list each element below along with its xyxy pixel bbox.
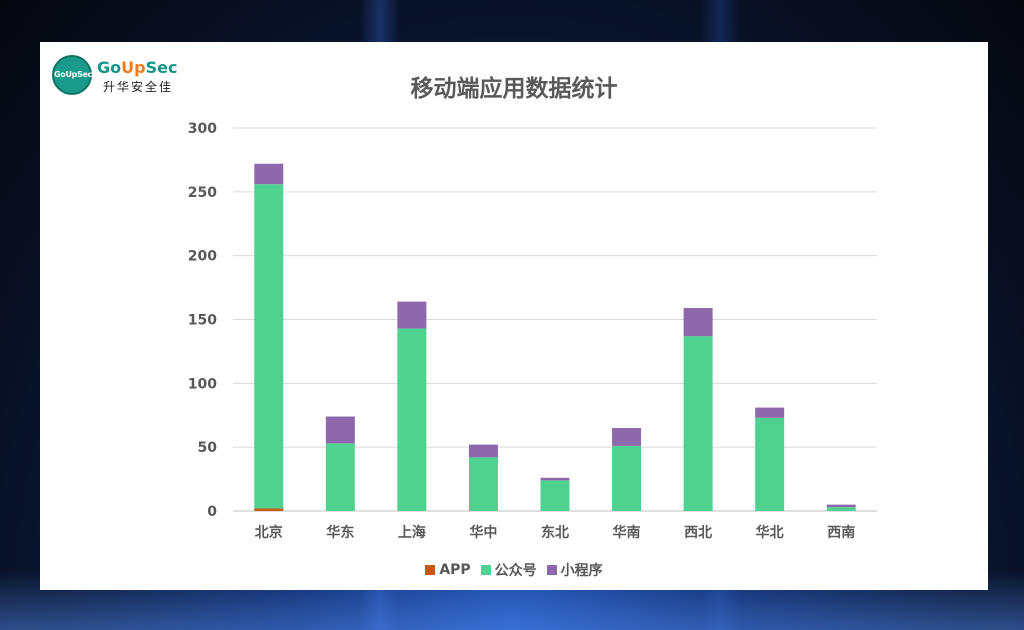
legend-label: APP xyxy=(439,562,471,578)
x-tick-label: 华东 xyxy=(326,524,354,541)
bar-segment xyxy=(612,445,642,511)
y-tick-label: 300 xyxy=(188,121,217,137)
y-tick-label: 250 xyxy=(188,185,217,201)
x-tick-label: 北京 xyxy=(255,524,283,541)
legend-swatch xyxy=(425,565,436,575)
logo-brand-prefix: Go xyxy=(97,58,122,77)
logo-badge-icon: GoUpSec xyxy=(52,55,92,95)
bar-segment xyxy=(755,417,785,511)
x-tick-label: 华北 xyxy=(756,524,784,541)
bar-segment xyxy=(826,504,856,508)
bar-segment xyxy=(325,416,355,444)
chart-card: GoUpSec GoUpSec 升华安全佳 移动端应用数据统计 0 50 100 15… xyxy=(40,42,988,590)
y-tick-label: 200 xyxy=(188,249,217,265)
bar-segment xyxy=(254,508,284,511)
bar-segment xyxy=(468,444,498,458)
bar-segment xyxy=(254,163,284,185)
legend-swatch xyxy=(546,565,557,575)
y-tick-label: 50 xyxy=(198,440,218,456)
bar-segment xyxy=(254,184,284,509)
x-tick-label: 华南 xyxy=(613,524,641,541)
bar-segment xyxy=(540,480,570,511)
legend-label: 小程序 xyxy=(560,563,603,579)
logo-brand-name: GoUpSec xyxy=(97,58,177,77)
bar-segment xyxy=(826,507,856,511)
legend-item: 小程序 xyxy=(546,560,603,580)
logo-tagline: 升华安全佳 xyxy=(103,80,174,94)
logo-badge-text: GoUpSec xyxy=(54,70,93,79)
legend-label: 公众号 xyxy=(494,563,537,579)
logo-brand-suffix: Sec xyxy=(145,58,178,77)
legend-swatch xyxy=(480,565,491,575)
x-tick-label: 上海 xyxy=(398,524,426,541)
bar-segment xyxy=(397,301,427,329)
chart-legend: APP 公众号 小程序 xyxy=(40,560,988,580)
logo-brand-up: Up xyxy=(121,58,146,77)
bar-segment xyxy=(755,407,785,418)
bar-segment xyxy=(683,308,713,337)
x-tick-label: 西北 xyxy=(684,525,712,541)
bar-segment xyxy=(683,336,713,511)
x-tick-label: 西南 xyxy=(827,524,855,541)
bar-segment xyxy=(397,328,427,511)
x-tick-label: 华中 xyxy=(469,524,497,541)
x-tick-label: 东北 xyxy=(541,524,569,541)
bar-segment xyxy=(468,457,498,511)
y-tick-label: 150 xyxy=(188,313,217,329)
goupsec-logo: GoUpSec GoUpSec 升华安全佳 xyxy=(52,55,202,101)
bar-segment xyxy=(612,428,642,446)
bar-segment xyxy=(540,477,570,481)
stacked-bar-chart: 0 50 100 150 200 250 300 北京 华东 上海 华中 东北 华南 西北 华北 西南 xyxy=(188,121,877,541)
y-tick-label: 100 xyxy=(188,376,217,392)
chart-title: 移动端应用数据统计 xyxy=(410,76,618,102)
legend-item: APP xyxy=(425,560,471,580)
y-tick-label: 0 xyxy=(207,504,217,520)
legend-item: 公众号 xyxy=(480,560,537,580)
bar-segment xyxy=(325,443,355,511)
